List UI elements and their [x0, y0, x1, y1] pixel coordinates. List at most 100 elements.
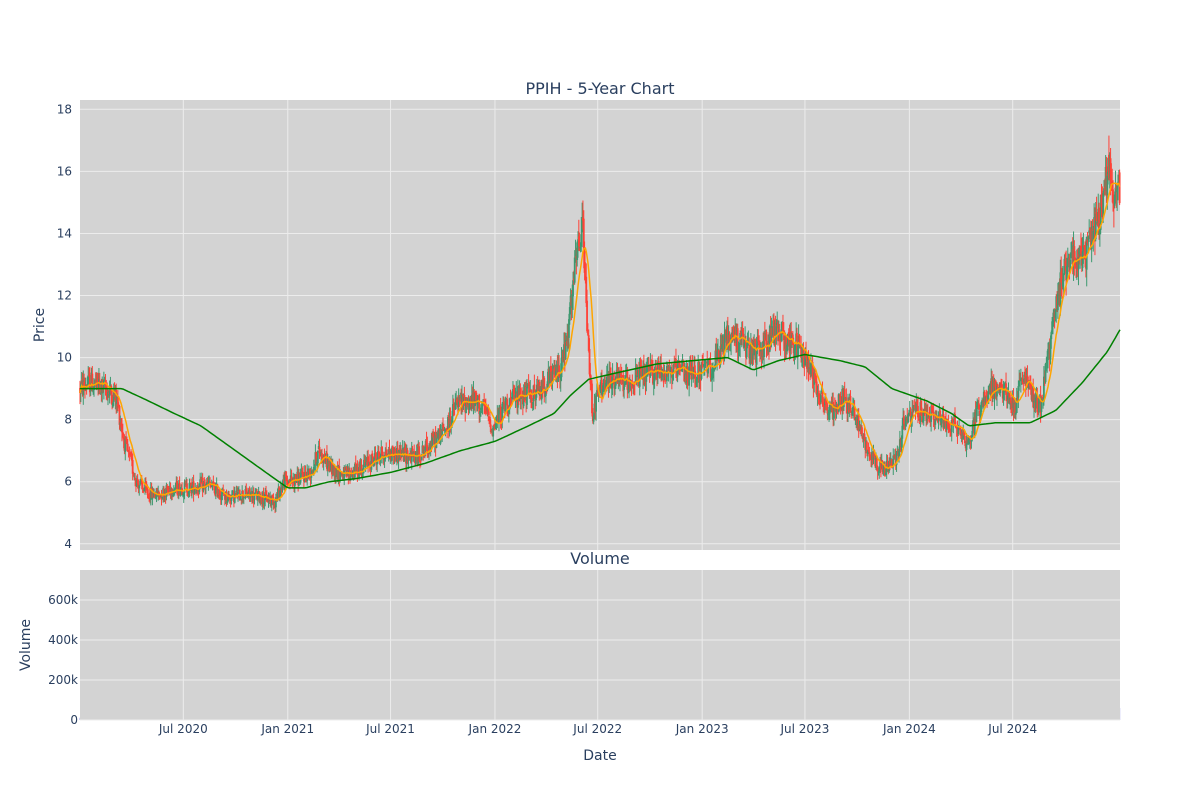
candle [520, 396, 523, 410]
candle [1040, 396, 1043, 417]
candle [827, 406, 830, 420]
candle [316, 450, 319, 469]
candle [1015, 387, 1018, 414]
price-grid [80, 100, 1120, 550]
candle [700, 361, 703, 381]
candle [591, 380, 593, 417]
candle [704, 359, 707, 369]
volume-y-tick: 400k [48, 633, 78, 647]
candle [661, 367, 663, 381]
candle [407, 455, 410, 470]
candle [103, 376, 106, 382]
candle [475, 390, 477, 402]
candle [451, 394, 454, 425]
candle [176, 476, 179, 496]
candle [302, 465, 304, 479]
candle [564, 332, 567, 361]
candle [671, 373, 674, 385]
candle [640, 359, 643, 380]
candle [484, 398, 487, 416]
candle [678, 360, 681, 376]
candle [91, 366, 94, 392]
candle [638, 357, 641, 396]
candle [512, 384, 515, 402]
x-tick: Jul 2024 [987, 722, 1037, 736]
candle [489, 419, 492, 434]
candle [132, 471, 135, 477]
candle [1050, 330, 1053, 349]
price-y-tick: 18 [57, 102, 72, 116]
candle [242, 496, 245, 505]
candle [284, 470, 286, 491]
candle [631, 374, 634, 389]
candle [576, 241, 579, 267]
candle [586, 323, 589, 337]
candle [129, 451, 132, 456]
candle [481, 402, 484, 415]
candle [479, 410, 481, 423]
candle [852, 397, 854, 419]
candle [886, 454, 889, 468]
candle [622, 369, 625, 397]
candle [479, 404, 482, 417]
candle [703, 359, 706, 376]
x-tick: Jan 2023 [675, 722, 729, 736]
candle [531, 389, 533, 409]
candle [493, 423, 495, 428]
candle [572, 271, 574, 310]
candle [777, 319, 779, 346]
x-tick: Jan 2022 [468, 722, 522, 736]
candle [108, 380, 111, 404]
candle [551, 363, 554, 391]
candle [587, 329, 590, 353]
x-tick: Jul 2020 [158, 722, 208, 736]
price-y-tick: 4 [64, 537, 72, 551]
candle [672, 363, 675, 381]
candle [688, 360, 691, 397]
candle [262, 487, 265, 509]
volume-title: Volume [570, 549, 630, 568]
price-y-axis-title: Price [32, 308, 48, 342]
candle [701, 354, 704, 369]
candle [913, 399, 916, 409]
candle [738, 342, 741, 357]
candle [207, 475, 210, 491]
candle [778, 323, 781, 351]
candle [736, 323, 739, 362]
candle [419, 459, 422, 467]
candle [1059, 259, 1062, 316]
candle [313, 464, 316, 471]
candle [248, 486, 251, 502]
candle [444, 428, 447, 437]
candle [187, 490, 190, 498]
candle [1088, 219, 1091, 242]
candle [602, 378, 605, 393]
candle [712, 362, 714, 379]
candle [1041, 394, 1044, 402]
candle [104, 374, 107, 396]
candle [275, 493, 277, 512]
candle [1002, 380, 1005, 406]
candle [931, 403, 933, 413]
candle [839, 391, 842, 415]
candle [977, 397, 980, 410]
candle [531, 402, 534, 411]
x-ticks: Jul 2020 Jan 2021 Jul 2021 Jan 2022 Jul 2022… [158, 722, 1037, 736]
volume-y-ticks: 0 200k 400k 600k [48, 593, 78, 727]
candle [116, 390, 119, 412]
candle [127, 449, 130, 458]
candle [1092, 226, 1095, 252]
candle [272, 493, 275, 510]
candle [312, 459, 315, 476]
candle [1014, 397, 1016, 420]
x-tick: Jan 2024 [882, 722, 936, 736]
candle [833, 404, 835, 426]
candle [691, 355, 694, 380]
candle [574, 239, 577, 263]
candle [406, 447, 409, 465]
x-tick: Jul 2021 [365, 722, 415, 736]
candle [521, 387, 523, 399]
candle [838, 393, 840, 413]
ma-short-line [79, 182, 1121, 501]
candle [981, 397, 984, 410]
